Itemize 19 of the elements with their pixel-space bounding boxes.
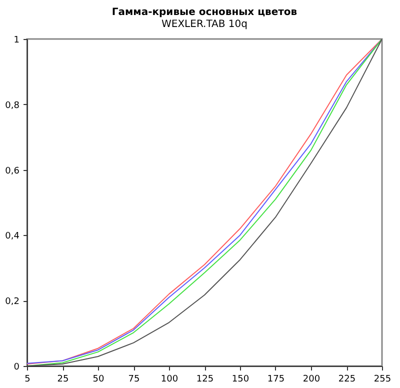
y-tick-label: 0,8	[5, 100, 20, 111]
chart-subtitle: WEXLER.TAB 10q	[161, 19, 248, 30]
y-tick-label: 0,6	[5, 166, 20, 176]
x-tick-label: 125	[196, 374, 214, 384]
x-tick-label: 175	[267, 374, 285, 384]
x-tick-label: 5	[24, 374, 30, 384]
x-tick-label: 25	[57, 374, 69, 384]
x-tick-label: 50	[92, 374, 104, 384]
x-tick-label: 75	[128, 374, 140, 384]
x-tick-label: 255	[374, 374, 392, 384]
y-tick-label: 0	[14, 362, 20, 372]
x-tick-label: 150	[232, 374, 250, 384]
chart-title: Гамма-кривые основных цветов	[112, 7, 298, 18]
x-tick-label: 100	[160, 374, 178, 384]
x-tick-label: 200	[302, 374, 320, 384]
x-tick-label: 225	[338, 374, 356, 384]
y-tick-label: 0,2	[5, 297, 20, 308]
y-tick-label: 1	[14, 36, 20, 46]
y-tick-label: 0,4	[5, 232, 20, 242]
